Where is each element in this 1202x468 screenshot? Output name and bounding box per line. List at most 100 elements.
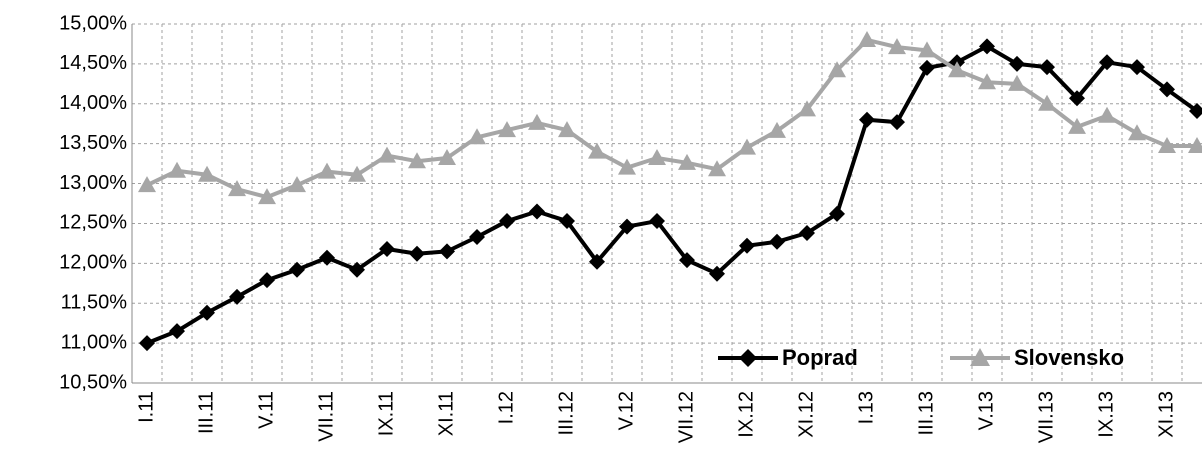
x-tick-label: I.11 xyxy=(135,391,157,423)
marker xyxy=(528,113,546,130)
x-tick-label: V.11 xyxy=(255,391,277,429)
marker xyxy=(948,61,966,78)
marker xyxy=(348,165,366,182)
x-tick-label: VII.12 xyxy=(675,391,697,443)
marker xyxy=(708,160,726,177)
marker xyxy=(258,188,276,205)
marker xyxy=(919,59,935,76)
marker xyxy=(1039,59,1055,76)
marker xyxy=(378,146,396,163)
marker xyxy=(199,304,215,321)
marker xyxy=(858,30,876,47)
marker xyxy=(739,237,755,254)
x-tick-label: IX.13 xyxy=(1095,391,1117,438)
y-tick-label: 11,00% xyxy=(61,331,128,353)
marker xyxy=(229,288,245,305)
x-tick-label: III.13 xyxy=(915,391,937,435)
marker xyxy=(619,218,635,235)
x-tick-label: V.13 xyxy=(975,391,997,430)
y-tick-label: 10,50% xyxy=(59,371,127,393)
marker xyxy=(349,261,365,278)
marker xyxy=(649,213,665,230)
marker xyxy=(379,240,395,257)
marker xyxy=(799,225,815,242)
marker xyxy=(829,205,845,222)
marker xyxy=(228,180,246,197)
x-tick-label: XI.12 xyxy=(795,391,817,438)
marker xyxy=(678,153,696,170)
marker xyxy=(889,114,905,131)
marker xyxy=(589,253,605,270)
marker xyxy=(438,149,456,166)
marker xyxy=(409,245,425,262)
marker xyxy=(319,249,335,266)
marker xyxy=(768,121,786,138)
marker xyxy=(468,128,486,145)
marker xyxy=(168,161,186,178)
marker xyxy=(709,265,725,282)
legend-label: Slovensko xyxy=(1014,345,1124,370)
marker xyxy=(1158,137,1176,154)
y-tick-label: 13,50% xyxy=(59,132,127,154)
x-tick-label: VII.13 xyxy=(1035,391,1057,443)
marker xyxy=(439,243,455,260)
x-tick-label: XI.11 xyxy=(435,391,457,436)
y-tick-label: 14,00% xyxy=(59,92,127,114)
x-tick-label: IX.12 xyxy=(735,391,757,438)
x-tick-label: V.12 xyxy=(615,391,637,430)
y-tick-label: 15,00% xyxy=(59,12,127,34)
marker xyxy=(499,213,515,230)
marker xyxy=(618,158,636,175)
marker xyxy=(859,111,875,128)
marker xyxy=(559,213,575,230)
x-tick-label: XI.13 xyxy=(1155,391,1177,438)
marker xyxy=(679,252,695,269)
marker xyxy=(139,335,155,352)
legend-label: Poprad xyxy=(782,345,858,370)
marker xyxy=(289,261,305,278)
marker xyxy=(1008,74,1026,91)
marker xyxy=(469,229,485,246)
marker xyxy=(138,176,156,193)
marker xyxy=(1038,94,1056,111)
marker xyxy=(169,323,185,340)
marker xyxy=(588,142,606,159)
marker xyxy=(318,162,336,179)
marker xyxy=(738,138,756,155)
marker xyxy=(828,61,846,78)
marker xyxy=(1069,90,1085,107)
y-tick-label: 13,00% xyxy=(59,172,127,194)
x-tick-label: I.13 xyxy=(855,391,877,424)
marker xyxy=(979,38,995,55)
marker xyxy=(198,165,216,182)
marker xyxy=(1098,106,1116,123)
marker xyxy=(769,233,785,250)
x-tick-label: III.12 xyxy=(555,391,577,435)
legend-marker xyxy=(970,348,990,366)
marker xyxy=(498,121,516,138)
y-tick-label: 11,50% xyxy=(61,292,128,314)
marker xyxy=(1129,59,1145,76)
marker xyxy=(529,203,545,220)
marker xyxy=(918,41,936,58)
marker xyxy=(259,272,275,289)
marker xyxy=(1009,55,1025,72)
x-tick-label: I.12 xyxy=(495,391,517,424)
marker xyxy=(1128,124,1146,141)
y-tick-label: 14,50% xyxy=(59,52,127,74)
x-tick-label: IX.11 xyxy=(375,391,397,436)
marker xyxy=(558,121,576,138)
marker xyxy=(888,38,906,55)
marker xyxy=(1159,81,1175,98)
legend-marker xyxy=(739,349,757,367)
marker xyxy=(648,149,666,166)
marker xyxy=(1188,137,1202,154)
x-tick-label: VII.11 xyxy=(315,391,337,442)
marker xyxy=(798,100,816,117)
marker xyxy=(408,152,426,169)
marker xyxy=(978,73,996,90)
marker xyxy=(288,176,306,193)
y-tick-label: 12,00% xyxy=(59,252,127,274)
marker xyxy=(1099,54,1115,71)
